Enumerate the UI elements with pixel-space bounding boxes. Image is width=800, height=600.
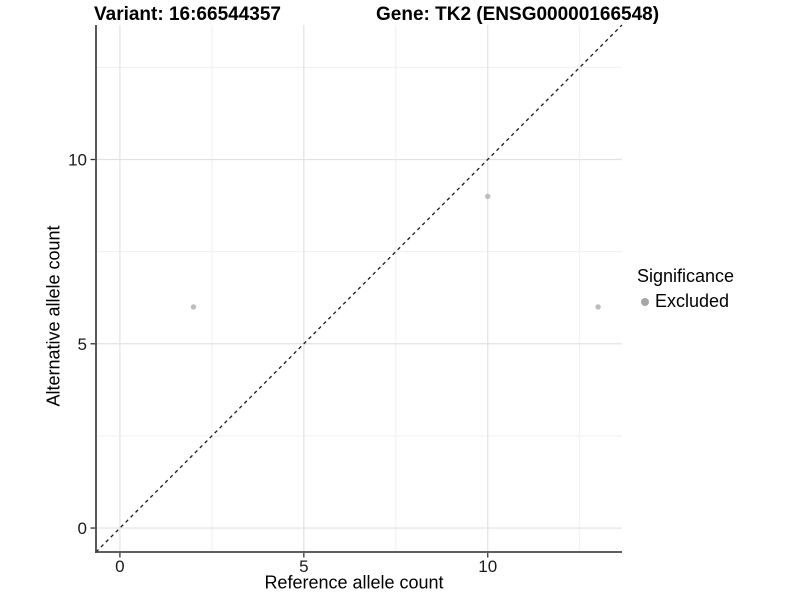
x-tick-label: 10 [478, 557, 497, 576]
y-axis-title: Alternative allele count [43, 225, 64, 407]
legend-item-excluded: Excluded [641, 291, 734, 312]
data-point [595, 304, 601, 310]
x-axis-title: Reference allele count [264, 572, 444, 593]
legend-point-icon [641, 297, 649, 306]
y-tick-label: 5 [78, 335, 87, 354]
gene-title: Gene: TK2 (ENSG00000166548) [376, 4, 660, 25]
y-tick-label: 10 [68, 151, 87, 170]
data-point [485, 193, 491, 200]
x-tick-label: 5 [299, 557, 308, 576]
data-point [190, 304, 197, 310]
x-tick-label: 0 [115, 557, 124, 576]
y-tick-label: 0 [78, 519, 87, 538]
legend: Significance Excluded [637, 266, 734, 312]
variant-title: Variant: 16:66544357 [94, 4, 281, 25]
legend-item-label: Excluded [655, 291, 730, 311]
identity-line [95, 24, 623, 553]
legend-title: Significance [637, 266, 735, 286]
